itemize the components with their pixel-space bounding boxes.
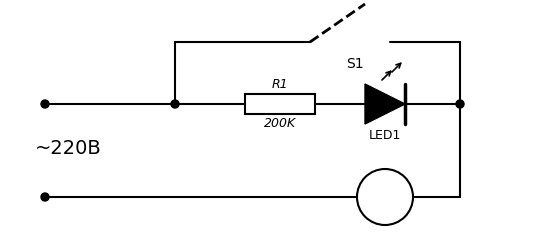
Text: ~220B: ~220B xyxy=(35,140,102,159)
Circle shape xyxy=(357,169,413,225)
Circle shape xyxy=(41,193,49,201)
Polygon shape xyxy=(365,84,405,124)
Bar xyxy=(245,94,315,114)
Circle shape xyxy=(456,100,464,108)
Circle shape xyxy=(41,100,49,108)
Text: S1: S1 xyxy=(346,57,364,71)
Text: LED1: LED1 xyxy=(369,129,401,142)
Circle shape xyxy=(171,100,179,108)
Text: 200K: 200K xyxy=(264,117,296,130)
Text: R1: R1 xyxy=(272,78,288,91)
